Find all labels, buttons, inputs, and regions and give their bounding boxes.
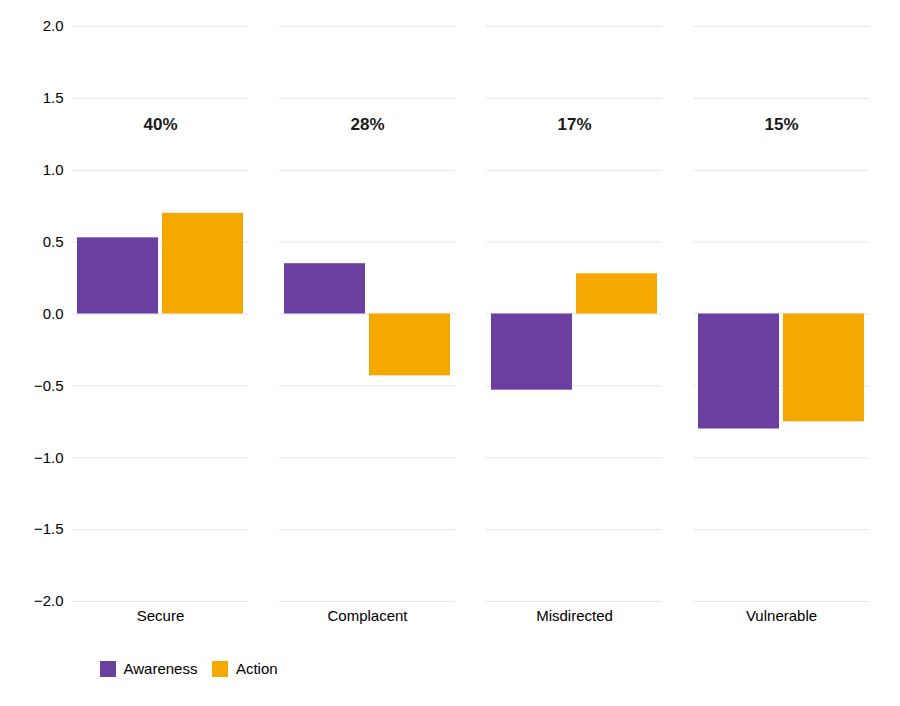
svg-text:Misdirected: Misdirected <box>536 607 613 624</box>
svg-text:Vulnerable: Vulnerable <box>746 607 817 624</box>
html-text:Awareness: Awareness <box>123 660 198 677</box>
svg-text:Secure: Secure <box>137 607 185 624</box>
svg-text:28%: 28% <box>350 115 384 134</box>
svg-text:−1.5: −1.5 <box>34 520 64 537</box>
svg-text:−0.5: −0.5 <box>34 377 64 394</box>
svg-text:1.0: 1.0 <box>43 161 64 178</box>
svg-text:1.5: 1.5 <box>43 89 64 106</box>
svg-text:0.0: 0.0 <box>43 305 64 322</box>
svg-text:17%: 17% <box>557 115 591 134</box>
svg-text:−1.0: −1.0 <box>34 449 64 466</box>
svg-text:−2.0: −2.0 <box>34 592 64 609</box>
svg-text:2.0: 2.0 <box>43 17 64 34</box>
svg-text:40%: 40% <box>143 115 177 134</box>
svg-text:15%: 15% <box>764 115 798 134</box>
svg-text:0.5: 0.5 <box>43 233 64 250</box>
svg-text:Complacent: Complacent <box>327 607 408 624</box>
html-text:Action: Action <box>235 660 278 677</box>
